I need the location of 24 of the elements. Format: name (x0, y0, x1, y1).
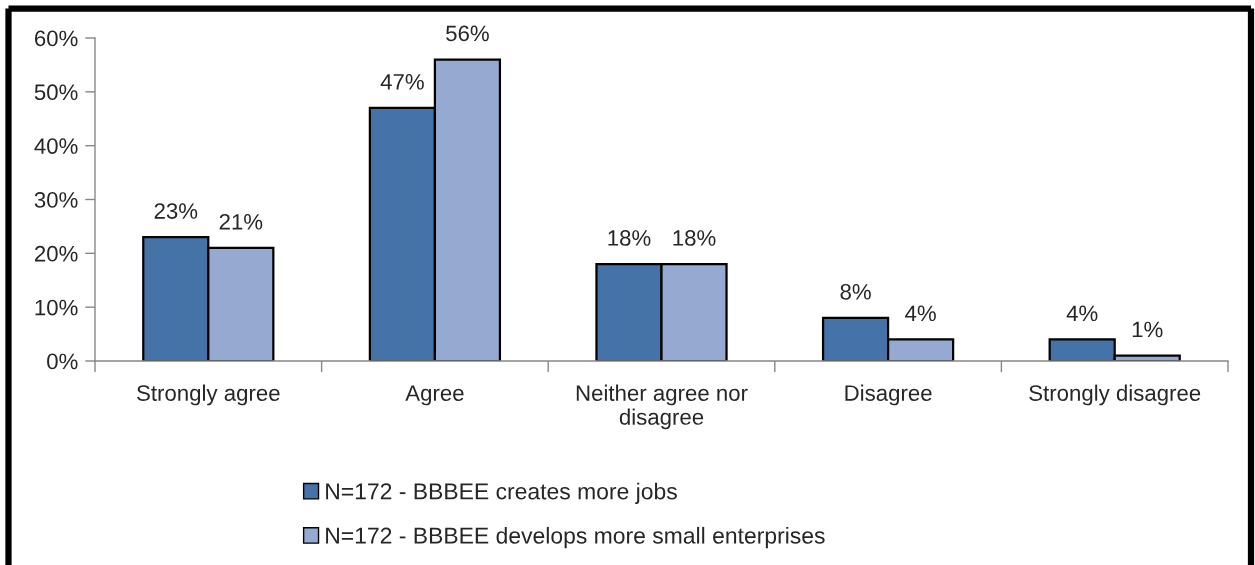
y-tick-label: 40% (34, 138, 78, 154)
y-tick-label: 20% (34, 245, 78, 262)
data-label: 56% (446, 25, 489, 42)
legend-label: N=172 - BBBEE develops more small enterprises (326, 526, 825, 549)
data-label: 4% (905, 305, 936, 322)
x-tick-label: Disagree (845, 384, 932, 406)
data-label: 47% (380, 74, 424, 90)
x-tick-label: Agree (405, 385, 464, 406)
data-label: 4% (1066, 305, 1098, 322)
data-label: 18% (608, 230, 651, 246)
legend-label: N=172 - BBBEE creates more jobs (326, 482, 677, 504)
data-label: 8% (840, 283, 871, 300)
data-label: 21% (219, 213, 263, 230)
y-tick-label: 50% (34, 84, 78, 101)
y-tick-label: 30% (34, 192, 78, 208)
x-tick-label: Strongly agree (137, 384, 280, 406)
x-tick-label: Strongly disagree (1029, 384, 1201, 406)
y-tick-label: 10% (35, 299, 78, 316)
y-tick-label: 0% (47, 353, 78, 370)
data-label: 1% (1132, 321, 1163, 338)
data-label: 23% (154, 203, 198, 219)
data-label: 18% (673, 230, 716, 246)
x-tick-label: Neither agree nor disagree (576, 384, 748, 430)
y-tick-label: 60% (34, 30, 78, 47)
